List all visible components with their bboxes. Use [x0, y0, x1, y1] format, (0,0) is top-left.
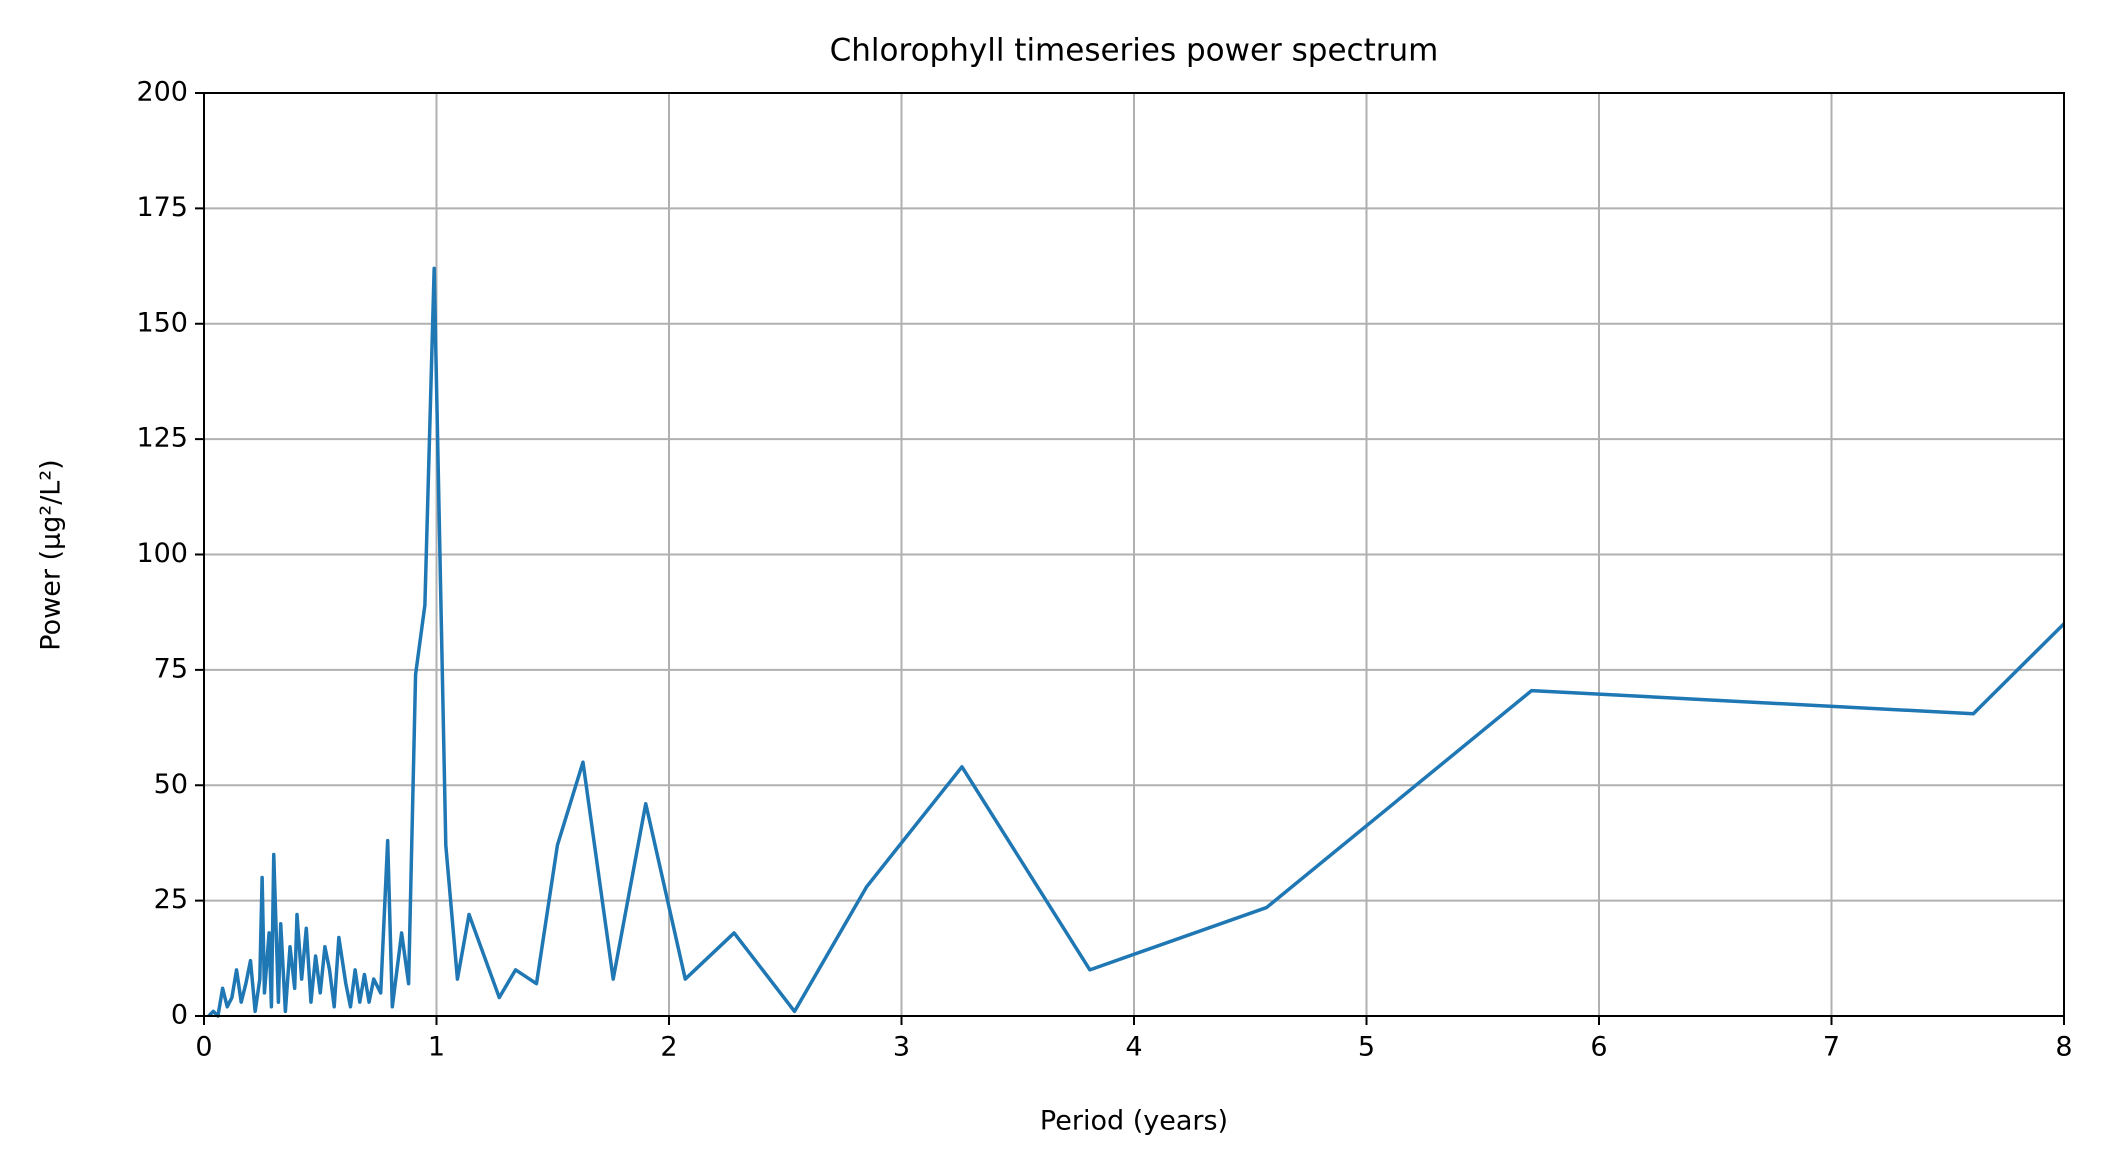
y-tick-label: 25: [154, 884, 188, 915]
x-axis-label: Period (years): [1040, 1106, 1228, 1137]
x-tick-label: 3: [893, 1032, 910, 1063]
x-tick-label: 6: [1590, 1032, 1607, 1063]
y-tick-label: 175: [136, 192, 188, 223]
x-tick-label: 4: [1125, 1032, 1142, 1063]
y-axis-label: Power (μg²/L²): [36, 459, 67, 650]
y-tick-label: 125: [136, 423, 188, 454]
y-tick-label: 150: [136, 307, 188, 338]
x-tick-label: 5: [1358, 1032, 1375, 1063]
plot-frame: [203, 92, 2065, 1017]
chart-title: Chlorophyll timeseries power spectrum: [830, 33, 1439, 69]
x-tick-label: 8: [2055, 1032, 2072, 1063]
x-tick-label: 1: [428, 1032, 445, 1063]
y-tick-label: 100: [136, 538, 188, 569]
x-tick-label: 2: [660, 1032, 677, 1063]
data-line: [207, 266, 2066, 1018]
y-tick-label: 200: [136, 77, 188, 108]
y-tick-label: 0: [171, 1000, 188, 1031]
x-tick-label: 0: [195, 1032, 212, 1063]
y-tick-label: 75: [154, 653, 188, 684]
y-tick-label: 50: [154, 769, 188, 800]
x-tick-label: 7: [1823, 1032, 1840, 1063]
